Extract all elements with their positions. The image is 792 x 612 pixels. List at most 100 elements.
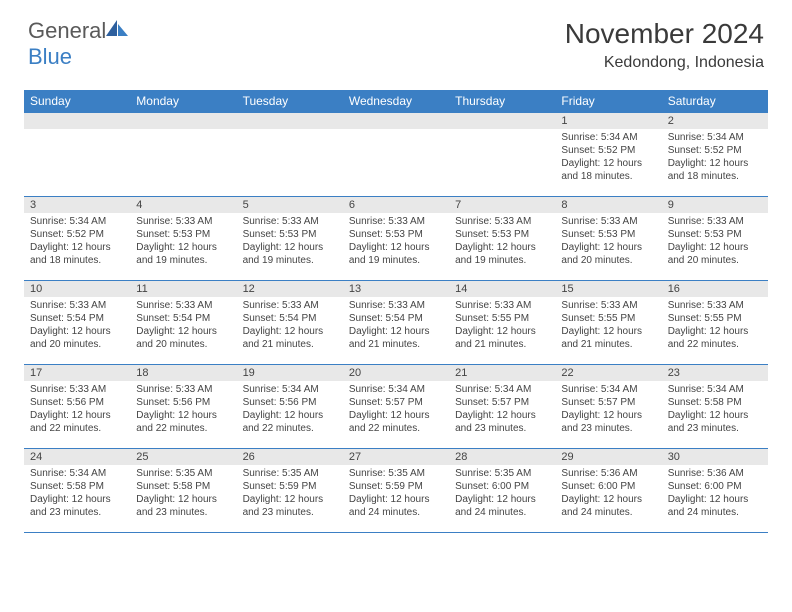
daylight-text: Daylight: 12 hours and 22 minutes.: [243, 409, 337, 435]
sunset-text: Sunset: 5:53 PM: [349, 228, 443, 241]
weekday-header: Thursday: [449, 90, 555, 113]
calendar-row: 17Sunrise: 5:33 AMSunset: 5:56 PMDayligh…: [24, 365, 768, 449]
day-details: Sunrise: 5:33 AMSunset: 5:56 PMDaylight:…: [24, 381, 130, 439]
calendar-cell: 25Sunrise: 5:35 AMSunset: 5:58 PMDayligh…: [130, 449, 236, 533]
sunset-text: Sunset: 5:57 PM: [561, 396, 655, 409]
sunrise-text: Sunrise: 5:33 AM: [136, 383, 230, 396]
location: Kedondong, Indonesia: [565, 54, 764, 72]
day-number: 16: [662, 281, 768, 297]
day-details: Sunrise: 5:34 AMSunset: 5:58 PMDaylight:…: [662, 381, 768, 439]
daylight-text: Daylight: 12 hours and 23 minutes.: [455, 409, 549, 435]
day-number: 5: [237, 197, 343, 213]
daylight-text: Daylight: 12 hours and 19 minutes.: [136, 241, 230, 267]
calendar-cell: 5Sunrise: 5:33 AMSunset: 5:53 PMDaylight…: [237, 197, 343, 281]
day-details: Sunrise: 5:33 AMSunset: 5:56 PMDaylight:…: [130, 381, 236, 439]
sunrise-text: Sunrise: 5:33 AM: [243, 215, 337, 228]
sunrise-text: Sunrise: 5:33 AM: [349, 215, 443, 228]
calendar-cell: [24, 113, 130, 197]
day-number: 23: [662, 365, 768, 381]
sunrise-text: Sunrise: 5:34 AM: [349, 383, 443, 396]
day-details: Sunrise: 5:33 AMSunset: 5:53 PMDaylight:…: [237, 213, 343, 271]
day-details: Sunrise: 5:36 AMSunset: 6:00 PMDaylight:…: [555, 465, 661, 523]
calendar-cell: 11Sunrise: 5:33 AMSunset: 5:54 PMDayligh…: [130, 281, 236, 365]
sunset-text: Sunset: 5:57 PM: [455, 396, 549, 409]
logo-text: General Blue: [28, 18, 128, 70]
calendar-cell: 20Sunrise: 5:34 AMSunset: 5:57 PMDayligh…: [343, 365, 449, 449]
calendar-cell: 23Sunrise: 5:34 AMSunset: 5:58 PMDayligh…: [662, 365, 768, 449]
day-number: 7: [449, 197, 555, 213]
sunset-text: Sunset: 5:53 PM: [668, 228, 762, 241]
sunset-text: Sunset: 5:59 PM: [349, 480, 443, 493]
daylight-text: Daylight: 12 hours and 20 minutes.: [30, 325, 124, 351]
sunrise-text: Sunrise: 5:34 AM: [455, 383, 549, 396]
calendar-cell: 10Sunrise: 5:33 AMSunset: 5:54 PMDayligh…: [24, 281, 130, 365]
calendar-cell: 28Sunrise: 5:35 AMSunset: 6:00 PMDayligh…: [449, 449, 555, 533]
calendar-cell: [449, 113, 555, 197]
daylight-text: Daylight: 12 hours and 18 minutes.: [561, 157, 655, 183]
day-details: Sunrise: 5:33 AMSunset: 5:54 PMDaylight:…: [130, 297, 236, 355]
day-number: 8: [555, 197, 661, 213]
sunrise-text: Sunrise: 5:34 AM: [668, 383, 762, 396]
calendar-cell: 14Sunrise: 5:33 AMSunset: 5:55 PMDayligh…: [449, 281, 555, 365]
calendar-cell: 8Sunrise: 5:33 AMSunset: 5:53 PMDaylight…: [555, 197, 661, 281]
sunset-text: Sunset: 5:54 PM: [243, 312, 337, 325]
daylight-text: Daylight: 12 hours and 23 minutes.: [561, 409, 655, 435]
day-details: Sunrise: 5:33 AMSunset: 5:53 PMDaylight:…: [343, 213, 449, 271]
daylight-text: Daylight: 12 hours and 20 minutes.: [136, 325, 230, 351]
daylight-text: Daylight: 12 hours and 23 minutes.: [30, 493, 124, 519]
sunset-text: Sunset: 5:55 PM: [668, 312, 762, 325]
sunrise-text: Sunrise: 5:34 AM: [561, 383, 655, 396]
day-number-empty: [24, 113, 130, 129]
calendar-cell: 6Sunrise: 5:33 AMSunset: 5:53 PMDaylight…: [343, 197, 449, 281]
sunrise-text: Sunrise: 5:33 AM: [136, 215, 230, 228]
day-details: Sunrise: 5:33 AMSunset: 5:55 PMDaylight:…: [662, 297, 768, 355]
sunset-text: Sunset: 5:56 PM: [243, 396, 337, 409]
calendar-cell: 30Sunrise: 5:36 AMSunset: 6:00 PMDayligh…: [662, 449, 768, 533]
sunrise-text: Sunrise: 5:33 AM: [30, 383, 124, 396]
calendar-cell: [130, 113, 236, 197]
day-number: 22: [555, 365, 661, 381]
day-number: 28: [449, 449, 555, 465]
sunset-text: Sunset: 6:00 PM: [561, 480, 655, 493]
sunrise-text: Sunrise: 5:35 AM: [349, 467, 443, 480]
calendar-cell: 7Sunrise: 5:33 AMSunset: 5:53 PMDaylight…: [449, 197, 555, 281]
calendar-cell: 2Sunrise: 5:34 AMSunset: 5:52 PMDaylight…: [662, 113, 768, 197]
sunrise-text: Sunrise: 5:36 AM: [668, 467, 762, 480]
logo-sail-icon: [106, 20, 128, 38]
logo: General Blue: [28, 18, 128, 70]
sunrise-text: Sunrise: 5:33 AM: [30, 299, 124, 312]
sunset-text: Sunset: 5:59 PM: [243, 480, 337, 493]
day-number: 15: [555, 281, 661, 297]
sunset-text: Sunset: 5:55 PM: [561, 312, 655, 325]
header: General Blue November 2024 Kedondong, In…: [0, 0, 792, 80]
weekday-header: Tuesday: [237, 90, 343, 113]
sunrise-text: Sunrise: 5:35 AM: [136, 467, 230, 480]
daylight-text: Daylight: 12 hours and 23 minutes.: [668, 409, 762, 435]
sunset-text: Sunset: 5:58 PM: [668, 396, 762, 409]
day-number-empty: [130, 113, 236, 129]
calendar-cell: 21Sunrise: 5:34 AMSunset: 5:57 PMDayligh…: [449, 365, 555, 449]
calendar-cell: 26Sunrise: 5:35 AMSunset: 5:59 PMDayligh…: [237, 449, 343, 533]
day-number: 1: [555, 113, 661, 129]
sunset-text: Sunset: 6:00 PM: [455, 480, 549, 493]
calendar-cell: 12Sunrise: 5:33 AMSunset: 5:54 PMDayligh…: [237, 281, 343, 365]
sunset-text: Sunset: 5:55 PM: [455, 312, 549, 325]
day-details: Sunrise: 5:34 AMSunset: 5:57 PMDaylight:…: [449, 381, 555, 439]
calendar-cell: 13Sunrise: 5:33 AMSunset: 5:54 PMDayligh…: [343, 281, 449, 365]
day-details: Sunrise: 5:35 AMSunset: 5:59 PMDaylight:…: [343, 465, 449, 523]
day-details: Sunrise: 5:34 AMSunset: 5:52 PMDaylight:…: [662, 129, 768, 187]
day-details: Sunrise: 5:33 AMSunset: 5:54 PMDaylight:…: [237, 297, 343, 355]
calendar-cell: [237, 113, 343, 197]
daylight-text: Daylight: 12 hours and 18 minutes.: [30, 241, 124, 267]
calendar-cell: 24Sunrise: 5:34 AMSunset: 5:58 PMDayligh…: [24, 449, 130, 533]
day-number: 2: [662, 113, 768, 129]
day-number: 21: [449, 365, 555, 381]
day-number-empty: [449, 113, 555, 129]
calendar-cell: 15Sunrise: 5:33 AMSunset: 5:55 PMDayligh…: [555, 281, 661, 365]
sunset-text: Sunset: 5:54 PM: [30, 312, 124, 325]
day-number: 11: [130, 281, 236, 297]
calendar-cell: 27Sunrise: 5:35 AMSunset: 5:59 PMDayligh…: [343, 449, 449, 533]
sunrise-text: Sunrise: 5:34 AM: [561, 131, 655, 144]
calendar-cell: 19Sunrise: 5:34 AMSunset: 5:56 PMDayligh…: [237, 365, 343, 449]
sunset-text: Sunset: 5:56 PM: [136, 396, 230, 409]
